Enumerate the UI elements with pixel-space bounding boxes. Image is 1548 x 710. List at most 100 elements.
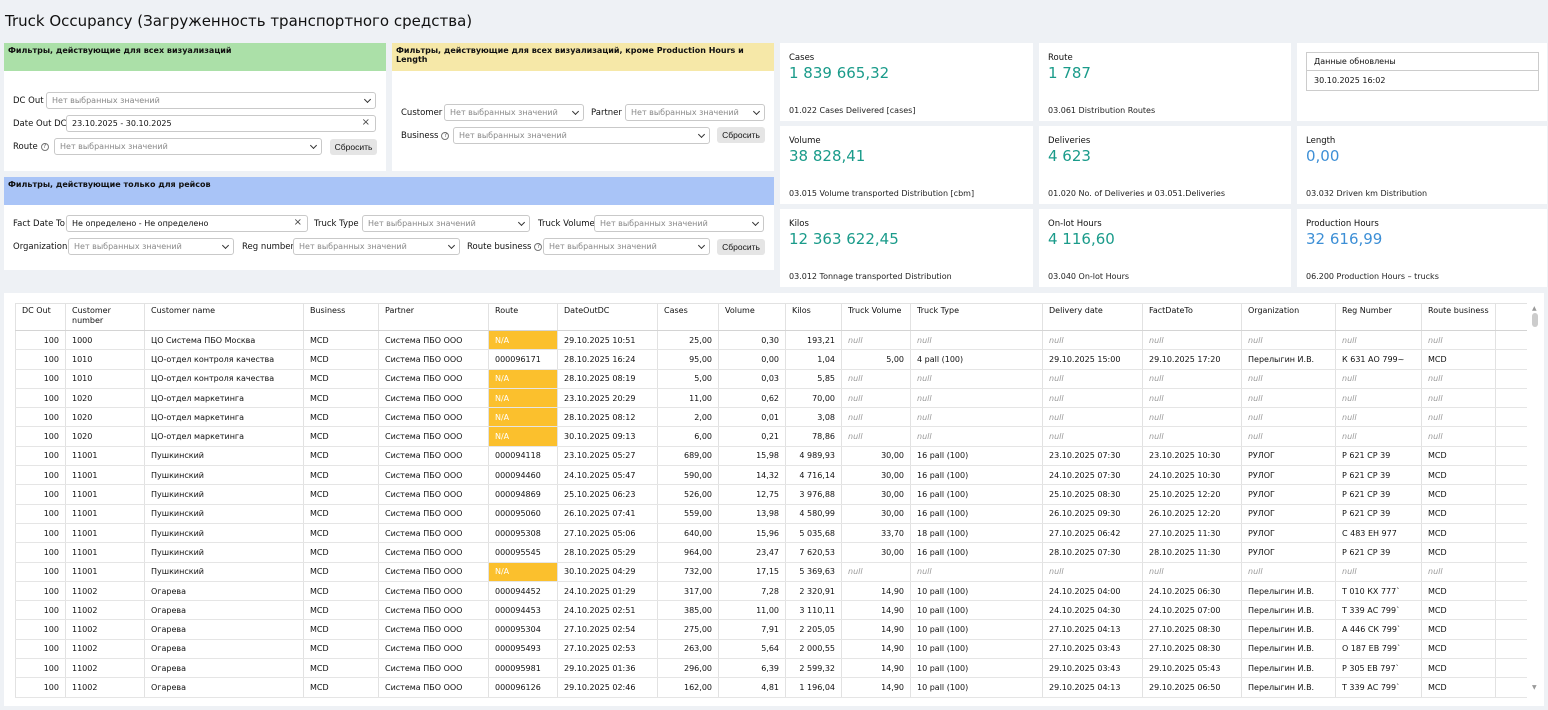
route-label: Route?	[13, 142, 49, 152]
table-row[interactable]: 100 1010 ЦО-отдел контроля качества MCD Сист…	[15, 369, 1527, 389]
table-row[interactable]: 100 11001 Пушкинский MCD Система ПБО ООО 0000…	[15, 484, 1527, 505]
scroll-thumb[interactable]	[1532, 313, 1538, 327]
column-header[interactable]: Customer number	[65, 303, 145, 331]
truck-volume-placeholder: Нет выбранных значений	[600, 219, 708, 228]
column-header[interactable]: Volume	[718, 303, 786, 331]
column-header[interactable]: Truck Volume	[841, 303, 911, 331]
table-row[interactable]: 100 11001 Пушкинский MCD Система ПБО ООО 0000…	[15, 542, 1527, 563]
table-cell: Система ПБО ООО	[378, 349, 489, 370]
table-cell: 385,00	[657, 600, 719, 621]
column-header[interactable]: Delivery date	[1042, 303, 1143, 331]
table-cell: 5,64	[718, 639, 786, 660]
partner-select[interactable]: Нет выбранных значений	[625, 104, 765, 121]
help-icon[interactable]: ?	[534, 242, 543, 251]
column-header[interactable]: Kilos	[785, 303, 842, 331]
table-cell: 10 pall (100)	[910, 677, 1043, 698]
help-icon[interactable]: ?	[441, 131, 450, 140]
table-cell: null	[910, 330, 1043, 351]
table-row[interactable]: 100 11001 Пушкинский MCD Система ПБО ООО 0000…	[15, 504, 1527, 524]
table-row[interactable]: 100 11002 Огарева MCD Система ПБО ООО 0000953…	[15, 619, 1527, 640]
table-cell: null	[910, 562, 1043, 582]
date-out-input[interactable]: 23.10.2025 - 30.10.2025 ×	[66, 115, 376, 132]
column-header[interactable]: Partner	[378, 303, 489, 331]
table-row[interactable]: 100 11002 Огарева MCD Система ПБО ООО 0000944…	[15, 581, 1527, 602]
fact-date-label: Fact Date To	[13, 219, 65, 229]
column-header[interactable]: FactDateTo	[1142, 303, 1242, 331]
table-cell: Огарева	[144, 658, 304, 679]
table-row[interactable]: 100 1010 ЦО-отдел контроля качества MCD Сист…	[15, 349, 1527, 370]
customer-select[interactable]: Нет выбранных значений	[444, 104, 584, 121]
table-cell: null	[1042, 388, 1143, 409]
table-cell: null	[1241, 388, 1336, 409]
column-header[interactable]: Business	[303, 303, 379, 331]
fact-date-input[interactable]: Не определено - Не определено ×	[66, 215, 308, 232]
table-cell: 3 976,88	[785, 484, 842, 505]
dc-out-select[interactable]: Нет выбранных значений	[46, 92, 376, 109]
reset-button-all[interactable]: Сбросить	[330, 139, 377, 155]
table-cell: 28.10.2025 08:12	[557, 407, 658, 428]
column-header[interactable]: Truck Type	[910, 303, 1043, 331]
reg-number-select[interactable]: Нет выбранных значений	[293, 238, 460, 255]
table-row[interactable]: 100 11002 Огарева MCD Система ПБО ООО 0000944…	[15, 600, 1527, 621]
table-row[interactable]: 100 11001 Пушкинский MCD Система ПБО ООО 0000…	[15, 523, 1527, 544]
table-cell: 100	[15, 426, 66, 447]
kpi-value: 32 616,99	[1306, 230, 1383, 248]
column-header[interactable]: Reg Number	[1335, 303, 1422, 331]
table-cell-spacer	[1495, 484, 1527, 505]
reset-button-trips[interactable]: Сбросить	[717, 239, 765, 255]
truck-volume-select[interactable]: Нет выбранных значений	[594, 215, 764, 232]
table-cell: 17,15	[718, 562, 786, 582]
table-cell: ЦО-отдел контроля качества	[144, 369, 304, 389]
kpi-label: Kilos	[789, 219, 809, 229]
table-cell: null	[1241, 330, 1336, 351]
clear-icon[interactable]: ×	[361, 117, 370, 128]
kpi-deliveries: Deliveries 4 623 01.020 No. of Deliverie…	[1039, 126, 1291, 204]
column-header[interactable]: DateOutDC	[557, 303, 658, 331]
clear-icon[interactable]: ×	[293, 217, 302, 228]
table-row[interactable]: 100 1020 ЦО-отдел маркетинга MCD Система ПБО…	[15, 426, 1527, 447]
table-cell: Система ПБО ООО	[378, 562, 489, 582]
table-row[interactable]: 100 11001 Пушкинский MCD Система ПБО ООО 0000…	[15, 465, 1527, 486]
column-header[interactable]: Organization	[1241, 303, 1336, 331]
table-cell: N/A	[488, 562, 558, 582]
business-select[interactable]: Нет выбранных значений	[453, 127, 710, 144]
table-cell: 29.10.2025 17:20	[1142, 349, 1242, 370]
organization-select[interactable]: Нет выбранных значений	[68, 238, 234, 255]
table-cell: 0,62	[718, 388, 786, 409]
column-header[interactable]: Cases	[657, 303, 719, 331]
table-scrollbar[interactable]: ▲ ▼	[1532, 305, 1538, 691]
table-cell: 30.10.2025 09:13	[557, 426, 658, 447]
table-cell: null	[910, 388, 1043, 409]
table-row[interactable]: 100 1000 ЦО Система ПБО Москва MCD Система П…	[15, 330, 1527, 351]
route-select[interactable]: Нет выбранных значений	[54, 138, 322, 155]
table-row[interactable]: 100 11002 Огарева MCD Система ПБО ООО 0000959…	[15, 658, 1527, 679]
route-business-select[interactable]: Нет выбранных значений	[543, 238, 710, 255]
column-header[interactable]: Route	[488, 303, 558, 331]
table-cell: 5,85	[785, 369, 842, 389]
table-cell: 29.10.2025 06:50	[1142, 677, 1242, 698]
table-cell: null	[1241, 426, 1336, 447]
reset-button-except[interactable]: Сбросить	[717, 127, 765, 143]
column-header[interactable]: DC Out	[15, 303, 66, 331]
table-row[interactable]: 100 1020 ЦО-отдел маркетинга MCD Система ПБО…	[15, 407, 1527, 428]
business-label: Business?	[401, 131, 450, 141]
table-row[interactable]: 100 11002 Огарева MCD Система ПБО ООО 0000961…	[15, 677, 1527, 698]
column-header[interactable]: Customer name	[144, 303, 304, 331]
table-cell: Р 621 СР 39	[1335, 484, 1422, 505]
scroll-up-icon[interactable]: ▲	[1532, 305, 1537, 312]
table-row[interactable]: 100 1020 ЦО-отдел маркетинга MCD Система ПБО…	[15, 388, 1527, 409]
table-cell: MCD	[303, 677, 379, 698]
scroll-down-icon[interactable]: ▼	[1532, 684, 1537, 691]
table-cell: MCD	[1421, 523, 1496, 544]
table-cell: 11001	[65, 562, 145, 582]
help-icon[interactable]: ?	[40, 142, 49, 151]
table-cell: null	[1421, 330, 1496, 351]
table-cell: 11002	[65, 639, 145, 660]
column-header[interactable]: Route business	[1421, 303, 1496, 331]
table-row[interactable]: 100 11002 Огарева MCD Система ПБО ООО 0000954…	[15, 639, 1527, 660]
truck-type-select[interactable]: Нет выбранных значений	[362, 215, 530, 232]
table-row[interactable]: 100 11001 Пушкинский MCD Система ПБО ООО 0000…	[15, 446, 1527, 467]
table-cell: 28.10.2025 07:30	[1042, 542, 1143, 563]
table-row[interactable]: 100 11001 Пушкинский MCD Система ПБО ООО N/A 3…	[15, 562, 1527, 582]
kpi-sub: 01.020 No. of Deliveries и 03.051.Delive…	[1048, 189, 1226, 198]
